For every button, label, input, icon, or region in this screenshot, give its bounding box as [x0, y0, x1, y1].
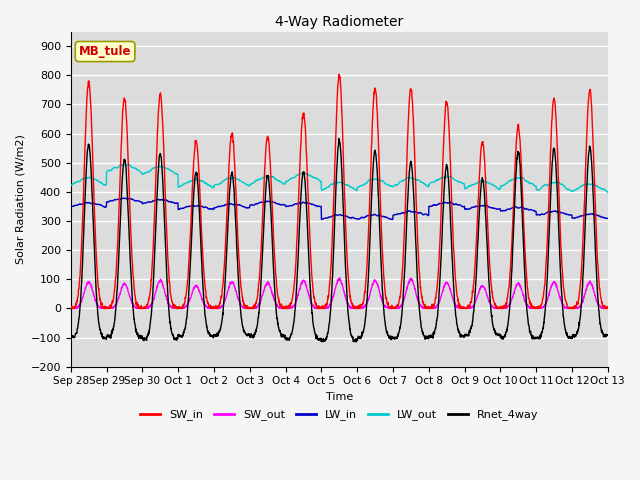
Legend: SW_in, SW_out, LW_in, LW_out, Rnet_4way: SW_in, SW_out, LW_in, LW_out, Rnet_4way [136, 405, 543, 425]
Title: 4-Way Radiometer: 4-Way Radiometer [275, 15, 403, 29]
Y-axis label: Solar Radiation (W/m2): Solar Radiation (W/m2) [15, 134, 25, 264]
X-axis label: Time: Time [326, 392, 353, 402]
Text: MB_tule: MB_tule [79, 45, 131, 58]
